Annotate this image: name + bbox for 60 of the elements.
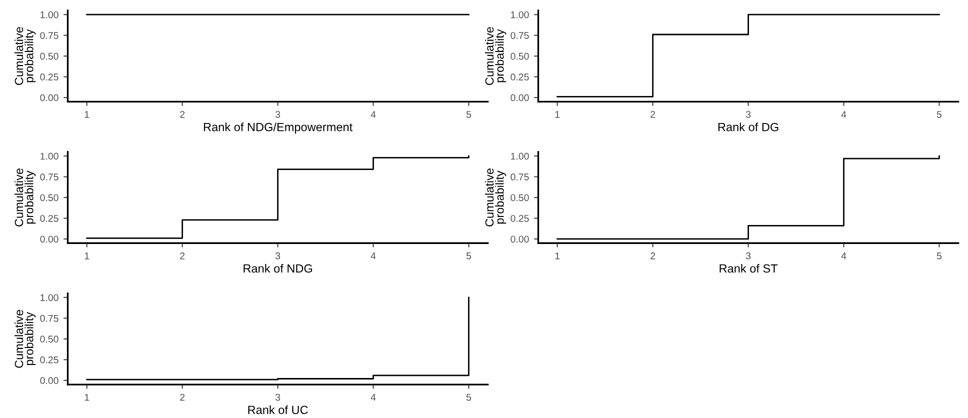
- y-tick-label: 1.00: [511, 11, 529, 18]
- x-tick-label: 1: [555, 252, 560, 260]
- y-tick-label: 0.50: [40, 194, 58, 202]
- x-tick-label: 3: [275, 394, 280, 401]
- y-tick-label: 0.50: [510, 52, 529, 60]
- x-tick-label: 3: [746, 252, 751, 260]
- x-axis-title: Rank of ST: [720, 264, 778, 273]
- y-axis-title: Cumulative probability: [14, 27, 36, 85]
- x-tick-label: 5: [466, 394, 472, 401]
- y-tick-label: 0.25: [510, 214, 529, 222]
- x-tick-label: 2: [180, 394, 185, 401]
- y-tick-label: 0.00: [40, 236, 58, 243]
- x-axis-title: Rank of DG: [718, 122, 778, 132]
- x-tick-label: 4: [841, 111, 846, 118]
- x-tick-label: 2: [650, 110, 656, 118]
- y-tick-label: 0.75: [510, 174, 529, 180]
- y-axis-title: Cumulative probability: [484, 27, 506, 85]
- x-tick-label: 5: [936, 111, 942, 118]
- y-tick-label: 1.00: [511, 152, 529, 160]
- y-tick-label: 0.00: [510, 94, 529, 102]
- x-tick-label: 2: [180, 110, 185, 118]
- x-tick-label: 3: [275, 252, 280, 260]
- x-tick-label: 5: [936, 252, 942, 260]
- y-tick-label: 1.00: [40, 11, 58, 18]
- y-axis-title: Cumulative probability: [14, 310, 36, 368]
- x-tick-label: 1: [84, 394, 90, 401]
- x-tick-label: 2: [650, 252, 656, 260]
- y-tick-label: 0.00: [40, 94, 58, 102]
- y-tick-label: 0.25: [510, 74, 529, 80]
- x-tick-label: 3: [275, 110, 280, 118]
- x-tick-label: 5: [466, 111, 472, 118]
- y-tick-label: 0.75: [510, 32, 529, 39]
- x-tick-label: 5: [466, 252, 472, 260]
- y-tick-label: 1.00: [40, 294, 58, 302]
- x-axis-title: Rank of NDG/Empowerment: [204, 122, 353, 134]
- x-tick-label: 4: [370, 252, 376, 260]
- x-tick-label: 1: [555, 111, 560, 118]
- y-tick-label: 0.75: [40, 32, 58, 39]
- y-tick-label: 0.50: [510, 194, 529, 202]
- x-tick-label: 2: [180, 252, 185, 260]
- x-tick-label: 4: [370, 111, 376, 118]
- y-tick-label: 0.50: [40, 52, 58, 60]
- y-tick-label: 0.75: [40, 314, 58, 322]
- x-tick-label: 4: [370, 394, 376, 401]
- x-tick-label: 1: [84, 111, 90, 118]
- y-tick-label: 0.25: [40, 214, 58, 222]
- x-tick-label: 1: [84, 252, 90, 260]
- y-axis-title: Cumulative probability: [484, 168, 506, 226]
- x-axis-title: Rank of UC: [248, 405, 308, 414]
- x-tick-label: 4: [841, 252, 846, 260]
- y-tick-label: 0.25: [40, 356, 58, 364]
- y-tick-label: 0.00: [510, 236, 529, 243]
- y-tick-label: 0.00: [40, 377, 58, 384]
- y-axis-title: Cumulative probability: [14, 168, 36, 226]
- y-tick-label: 1.00: [40, 152, 58, 160]
- x-tick-label: 3: [746, 110, 751, 118]
- y-tick-label: 0.25: [40, 74, 58, 80]
- y-tick-label: 0.50: [40, 336, 58, 343]
- y-tick-label: 0.75: [40, 174, 58, 180]
- x-axis-title: Rank of NDG: [244, 264, 312, 273]
